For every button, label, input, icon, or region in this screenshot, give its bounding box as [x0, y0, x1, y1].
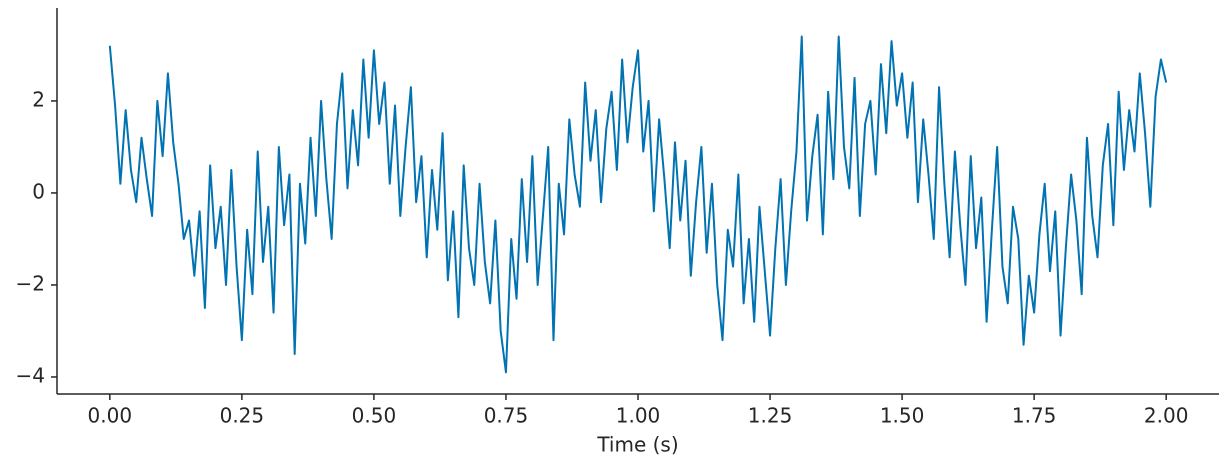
x-tick-label: 1.00	[616, 404, 661, 428]
x-axis-label: Time (s)	[596, 433, 678, 457]
x-tick-label: 1.25	[748, 404, 793, 428]
x-tick-label: 0.50	[352, 404, 397, 428]
x-tick-label: 2.00	[1144, 404, 1189, 428]
y-tick-label: 0	[32, 179, 45, 203]
y-tick-label: 2	[32, 87, 45, 111]
x-tick-label: 1.50	[880, 404, 925, 428]
x-tick-label: 0.00	[88, 404, 133, 428]
x-tick-label: 0.75	[484, 404, 529, 428]
signal-line	[108, 35, 1168, 374]
y-tick-label: −4	[16, 363, 45, 387]
y-tick-label: −2	[16, 271, 45, 295]
x-tick-label: 1.75	[1012, 404, 1057, 428]
x-tick-label: 0.25	[220, 404, 265, 428]
